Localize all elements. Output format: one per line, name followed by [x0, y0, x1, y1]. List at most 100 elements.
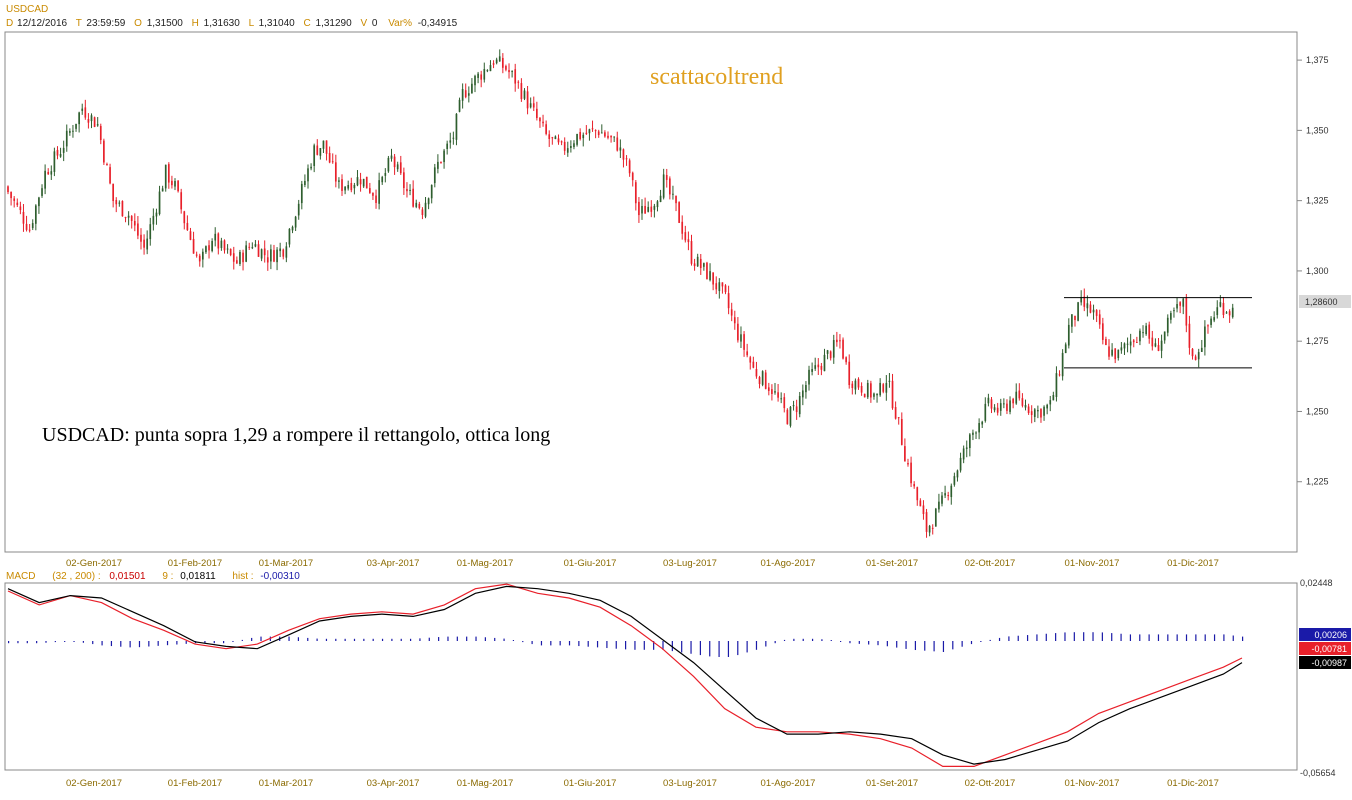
x-tick-label: 01-Feb-2017: [168, 558, 222, 569]
candle-body: [205, 246, 207, 253]
candle-body: [437, 161, 439, 169]
candle-body: [19, 206, 22, 211]
candle-body: [248, 246, 251, 248]
candle-body: [195, 254, 198, 256]
candle-body: [863, 393, 866, 398]
candle-body: [1089, 304, 1092, 313]
candle-body: [1222, 302, 1225, 315]
candle-body: [1040, 409, 1042, 418]
candle-body: [672, 193, 674, 195]
candle-body: [1033, 409, 1036, 417]
candle-body: [532, 103, 535, 108]
candle-body: [548, 134, 551, 139]
y-tick-label: 1,275: [1306, 336, 1329, 346]
candle-body: [1210, 318, 1212, 325]
macd-hist-bar: [681, 641, 683, 653]
candle-body: [795, 406, 798, 413]
candle-body: [703, 263, 705, 267]
candle-body: [631, 172, 634, 181]
candle-body: [764, 372, 767, 389]
macd-series-line: [7, 585, 1243, 765]
candle-body: [362, 178, 365, 187]
candle-body: [514, 69, 517, 84]
candle-body: [1083, 296, 1086, 307]
macd-header: MACD (32 , 200) : 0,01501 9 : 0,01811 hi…: [6, 571, 300, 582]
macd-hist-bar: [924, 641, 926, 651]
candle-body: [1170, 313, 1172, 320]
candle-body: [498, 56, 501, 62]
macd-hist-bar: [223, 641, 225, 644]
candle-body: [786, 409, 789, 425]
macd-hist-bar: [606, 641, 608, 649]
macd-value-box-label: 0,00206: [1314, 630, 1347, 640]
candle-body: [777, 392, 779, 398]
candle-body: [282, 249, 285, 257]
candle-body: [31, 223, 34, 229]
candle-body: [780, 398, 783, 400]
macd-hist-bar: [148, 641, 150, 647]
candle-body: [644, 205, 646, 214]
candle-body: [257, 244, 260, 257]
candle-body: [554, 136, 557, 140]
candle-body: [211, 240, 213, 252]
candle-body: [291, 226, 294, 231]
candle-body: [34, 205, 37, 224]
macd-hist-bar: [1120, 633, 1122, 641]
x-tick-label: 01-Feb-2017: [168, 778, 222, 789]
candle-body: [353, 184, 356, 189]
macd-hist-bar: [989, 639, 991, 641]
candle-body: [665, 175, 668, 180]
candle-body: [990, 399, 993, 409]
ohlc-header: D 12/12/2016 T 23:59:59 O 1,31500 H 1,31…: [6, 18, 458, 29]
macd-hist-bar: [288, 636, 290, 641]
symbol-title: USDCAD: [6, 4, 48, 15]
macd-hist-bar: [868, 641, 870, 645]
candle-body: [1108, 346, 1110, 357]
candle-body: [1194, 356, 1197, 360]
candle-body: [164, 164, 167, 189]
c-label: C: [304, 18, 311, 29]
candle-body: [1092, 309, 1095, 313]
candle-body: [1157, 345, 1160, 351]
candle-body: [22, 211, 25, 224]
candle-body: [365, 176, 368, 189]
candle-body: [467, 93, 470, 96]
candle-body: [399, 162, 402, 174]
candle-body: [1117, 349, 1120, 359]
macd-hist-bar: [1157, 634, 1160, 641]
candle-body: [338, 180, 340, 182]
macd-hist-bar: [92, 641, 94, 645]
candle-body: [604, 132, 606, 137]
candle-body: [520, 83, 523, 100]
macd-histogram: [8, 632, 1244, 657]
macd-hist-bar: [1223, 634, 1225, 641]
candle-body: [279, 248, 282, 252]
candle-body: [857, 378, 860, 388]
candle-body: [959, 457, 962, 471]
x-tick-label: 02-Gen-2017: [66, 778, 122, 789]
candle-body: [1098, 314, 1101, 325]
candle-body: [817, 364, 820, 368]
candle-body: [1049, 400, 1052, 405]
candle-body: [953, 476, 956, 485]
macd-hist-bar: [1185, 634, 1188, 641]
candle-body: [452, 137, 455, 139]
macd-hist-bar: [484, 637, 486, 641]
candle-body: [628, 160, 631, 174]
candle-body: [1191, 348, 1194, 357]
candle-body: [53, 151, 56, 172]
x-tick-label: 02-Gen-2017: [66, 558, 122, 569]
candle-body: [978, 423, 980, 433]
macd-hist-bar: [45, 641, 47, 643]
candle-body: [270, 249, 272, 262]
candle-body: [115, 200, 118, 205]
candle-body: [167, 164, 170, 183]
candle-body: [536, 108, 538, 119]
candle-body: [588, 129, 591, 134]
macd-hist-bar: [1036, 634, 1038, 641]
macd-hist-bar: [176, 641, 178, 645]
candle-body: [347, 185, 350, 189]
candle-body: [805, 385, 807, 393]
macd-hist-bar: [755, 641, 758, 650]
